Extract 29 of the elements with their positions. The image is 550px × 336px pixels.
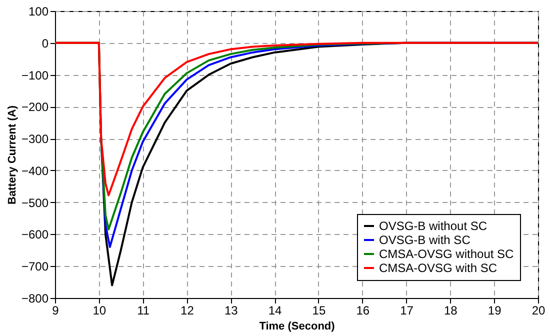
y-tick-label: −600 bbox=[21, 228, 49, 242]
x-tick-label: 13 bbox=[224, 304, 238, 318]
legend-label: OVSG-B with SC bbox=[379, 233, 471, 247]
legend-label: CMSA-OVSG without SC bbox=[379, 247, 514, 261]
x-axis-title: Time (Second) bbox=[259, 320, 336, 332]
x-tick-label: 17 bbox=[400, 304, 414, 318]
y-tick-label: −400 bbox=[21, 164, 49, 178]
y-tick-label: −500 bbox=[21, 196, 49, 210]
x-tick-label: 20 bbox=[532, 304, 546, 318]
x-tick-label: 10 bbox=[92, 304, 106, 318]
y-tick-label: 100 bbox=[28, 4, 49, 18]
x-tick-label: 9 bbox=[52, 304, 60, 318]
x-tick-label: 19 bbox=[488, 304, 502, 318]
y-tick-label: −100 bbox=[21, 68, 49, 82]
y-tick-label: 0 bbox=[42, 36, 49, 50]
y-tick-label: −200 bbox=[21, 100, 49, 114]
x-tick-label: 11 bbox=[137, 304, 150, 318]
x-tick-label: 12 bbox=[180, 304, 194, 318]
x-tick-label: 14 bbox=[268, 304, 282, 318]
x-tick-label: 16 bbox=[356, 304, 370, 318]
x-tick-label: 18 bbox=[444, 304, 458, 318]
y-tick-label: −300 bbox=[21, 132, 49, 146]
y-tick-label: −800 bbox=[21, 292, 49, 306]
y-axis-title: Battery Current (A) bbox=[6, 105, 18, 205]
x-tick-label: 15 bbox=[312, 304, 326, 318]
legend-label: OVSG-B without SC bbox=[379, 219, 488, 233]
legend-label: CMSA-OVSG with SC bbox=[379, 261, 498, 275]
y-tick-label: −700 bbox=[21, 260, 49, 274]
line-series bbox=[54, 42, 539, 196]
